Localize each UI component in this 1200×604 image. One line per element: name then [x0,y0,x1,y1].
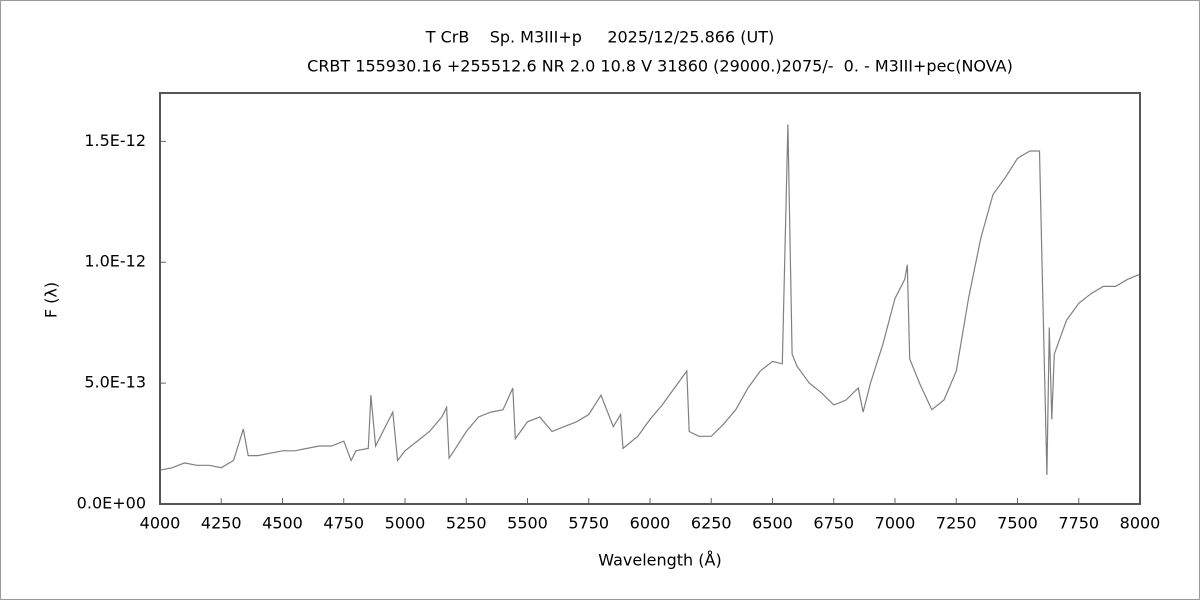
y-tick-label: 1.5E-12 [84,131,146,150]
x-tick-label: 6500 [752,514,793,533]
x-tick-label: 7750 [1058,514,1099,533]
x-tick-label: 4750 [323,514,364,533]
y-tick-label: 1.0E-12 [84,252,146,271]
x-tick-label: 8000 [1120,514,1161,533]
x-tick-label: 6000 [630,514,671,533]
x-tick-label: 4500 [262,514,303,533]
x-tick-label: 6250 [691,514,732,533]
x-tick-label: 5750 [568,514,609,533]
y-tick-label: 5.0E-13 [84,373,146,392]
y-axis-label: F (λ) [42,282,61,318]
plot-frame [159,92,1141,505]
x-tick-label: 5250 [446,514,487,533]
x-tick-label: 5500 [507,514,548,533]
x-tick-label: 4000 [140,514,181,533]
x-tick-label: 7500 [997,514,1038,533]
x-tick-label: 7000 [875,514,916,533]
x-tick-label: 7250 [936,514,977,533]
x-tick-label: 4250 [201,514,242,533]
x-axis-label: Wavelength (Å) [598,551,721,570]
spectrum-line [159,124,1141,476]
x-tick-label: 6750 [813,514,854,533]
x-tick-label: 5000 [385,514,426,533]
y-tick-label: 0.0E+00 [77,494,146,513]
chart-subtitle: CRBT 155930.16 +255512.6 NR 2.0 10.8 V 3… [307,57,1013,76]
chart-title: T CrB Sp. M3III+p 2025/12/25.866 (UT) [425,28,774,47]
